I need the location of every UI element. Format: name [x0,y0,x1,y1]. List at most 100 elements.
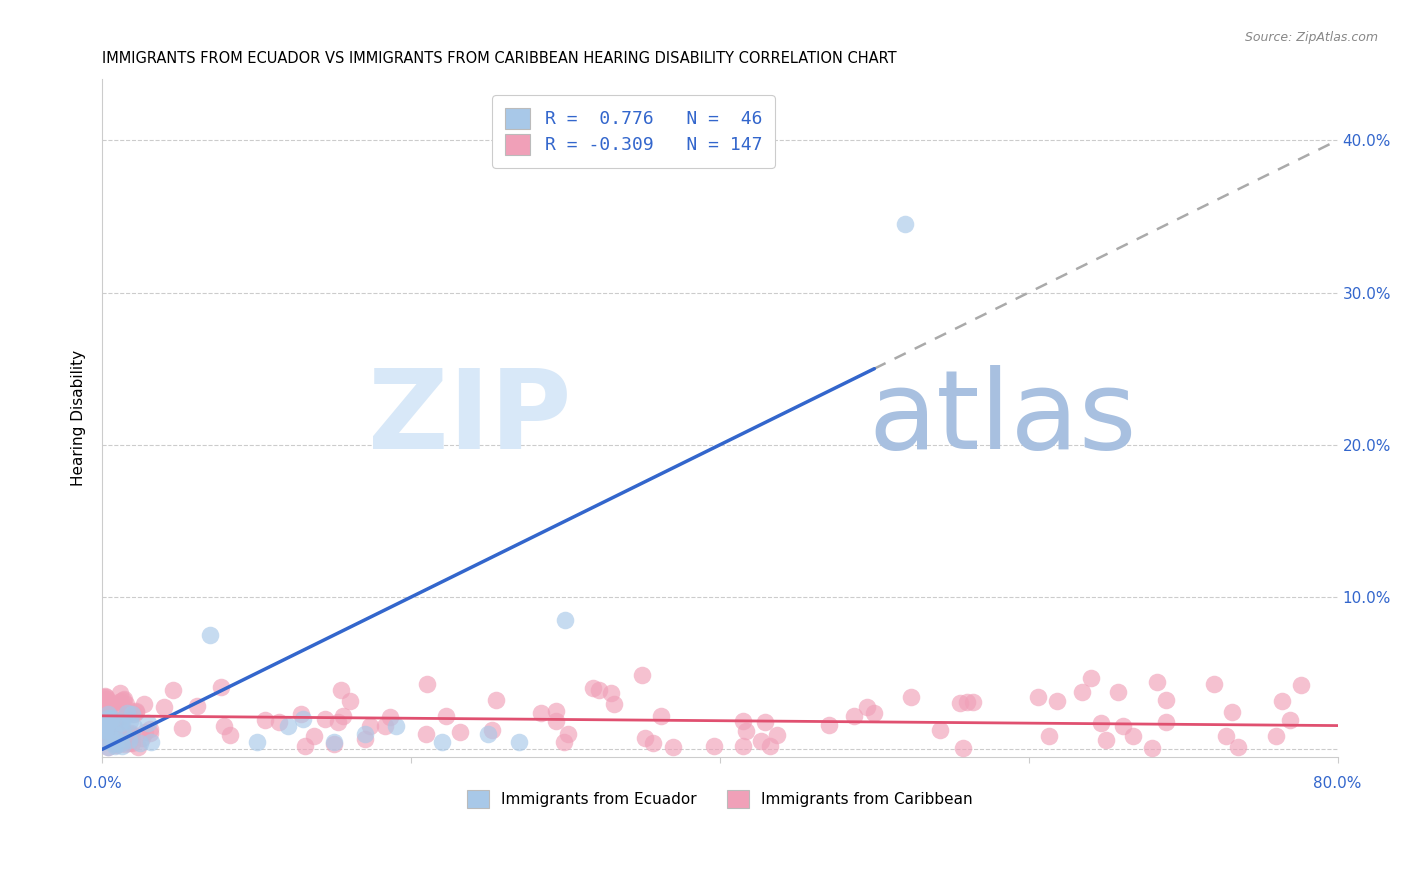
Point [314,713,336,727]
Point [93,719,115,733]
Point [136,716,159,731]
Point [91,701,114,715]
Point [125,705,148,719]
Point [1154,714,1177,729]
Point [117,702,139,716]
Point [582,681,605,696]
Y-axis label: Hearing Disability: Hearing Disability [72,350,86,486]
Point [246,735,269,749]
Point [844,708,866,723]
Point [110,686,132,700]
Point [122,720,145,734]
Point [415,727,437,741]
Point [546,714,568,728]
Point [1202,677,1225,691]
Point [212,719,235,733]
Point [101,711,124,725]
Point [291,712,314,726]
Point [98,730,121,744]
Point [339,693,361,707]
Point [359,718,381,732]
Point [114,737,136,751]
Point [103,727,125,741]
Point [1227,740,1250,755]
Point [94,690,117,705]
Point [557,727,579,741]
Point [703,739,725,754]
Point [104,738,127,752]
Point [353,727,375,741]
Point [96,727,118,741]
Point [894,217,917,231]
Point [1215,729,1237,743]
Point [110,736,132,750]
Point [94,689,117,703]
Text: ZIP: ZIP [368,365,572,472]
Point [354,731,377,746]
Point [97,706,120,721]
Point [96,699,118,714]
Point [97,713,120,727]
Point [928,723,950,737]
Point [1140,741,1163,756]
Point [631,668,654,682]
Point [100,713,122,727]
Point [749,734,772,748]
Point [1264,729,1286,743]
Point [141,735,163,749]
Text: 0.0%: 0.0% [83,775,121,790]
Point [100,715,122,730]
Point [115,706,138,720]
Point [139,726,162,740]
Point [93,698,115,713]
Point [112,734,135,748]
Point [118,736,141,750]
Point [735,724,758,739]
Point [952,741,974,756]
Point [326,714,349,729]
Point [96,716,118,731]
Point [1026,690,1049,704]
Point [110,736,132,750]
Point [434,708,457,723]
Point [101,698,124,712]
Point [103,717,125,731]
Point [115,706,138,721]
Point [731,714,754,728]
Point [754,714,776,729]
Point [121,706,143,721]
Point [818,718,841,732]
Point [329,682,352,697]
Point [900,690,922,704]
Point [104,720,127,734]
Point [100,733,122,747]
Point [105,725,128,739]
Point [508,735,530,749]
Point [93,692,115,706]
Point [1090,716,1112,731]
Point [294,739,316,753]
Point [98,725,121,739]
Point [416,677,439,691]
Point [200,628,222,642]
Point [98,712,121,726]
Point [97,711,120,725]
Point [91,696,114,710]
Point [97,702,120,716]
Point [120,727,142,741]
Point [1095,732,1118,747]
Point [553,734,575,748]
Point [477,727,499,741]
Text: 80.0%: 80.0% [1313,775,1362,790]
Point [94,723,117,738]
Point [374,718,396,732]
Point [93,718,115,732]
Point [634,731,657,745]
Point [110,712,132,726]
Point [120,726,142,740]
Point [111,725,134,739]
Point [107,715,129,730]
Point [96,720,118,734]
Point [100,735,122,749]
Point [112,691,135,706]
